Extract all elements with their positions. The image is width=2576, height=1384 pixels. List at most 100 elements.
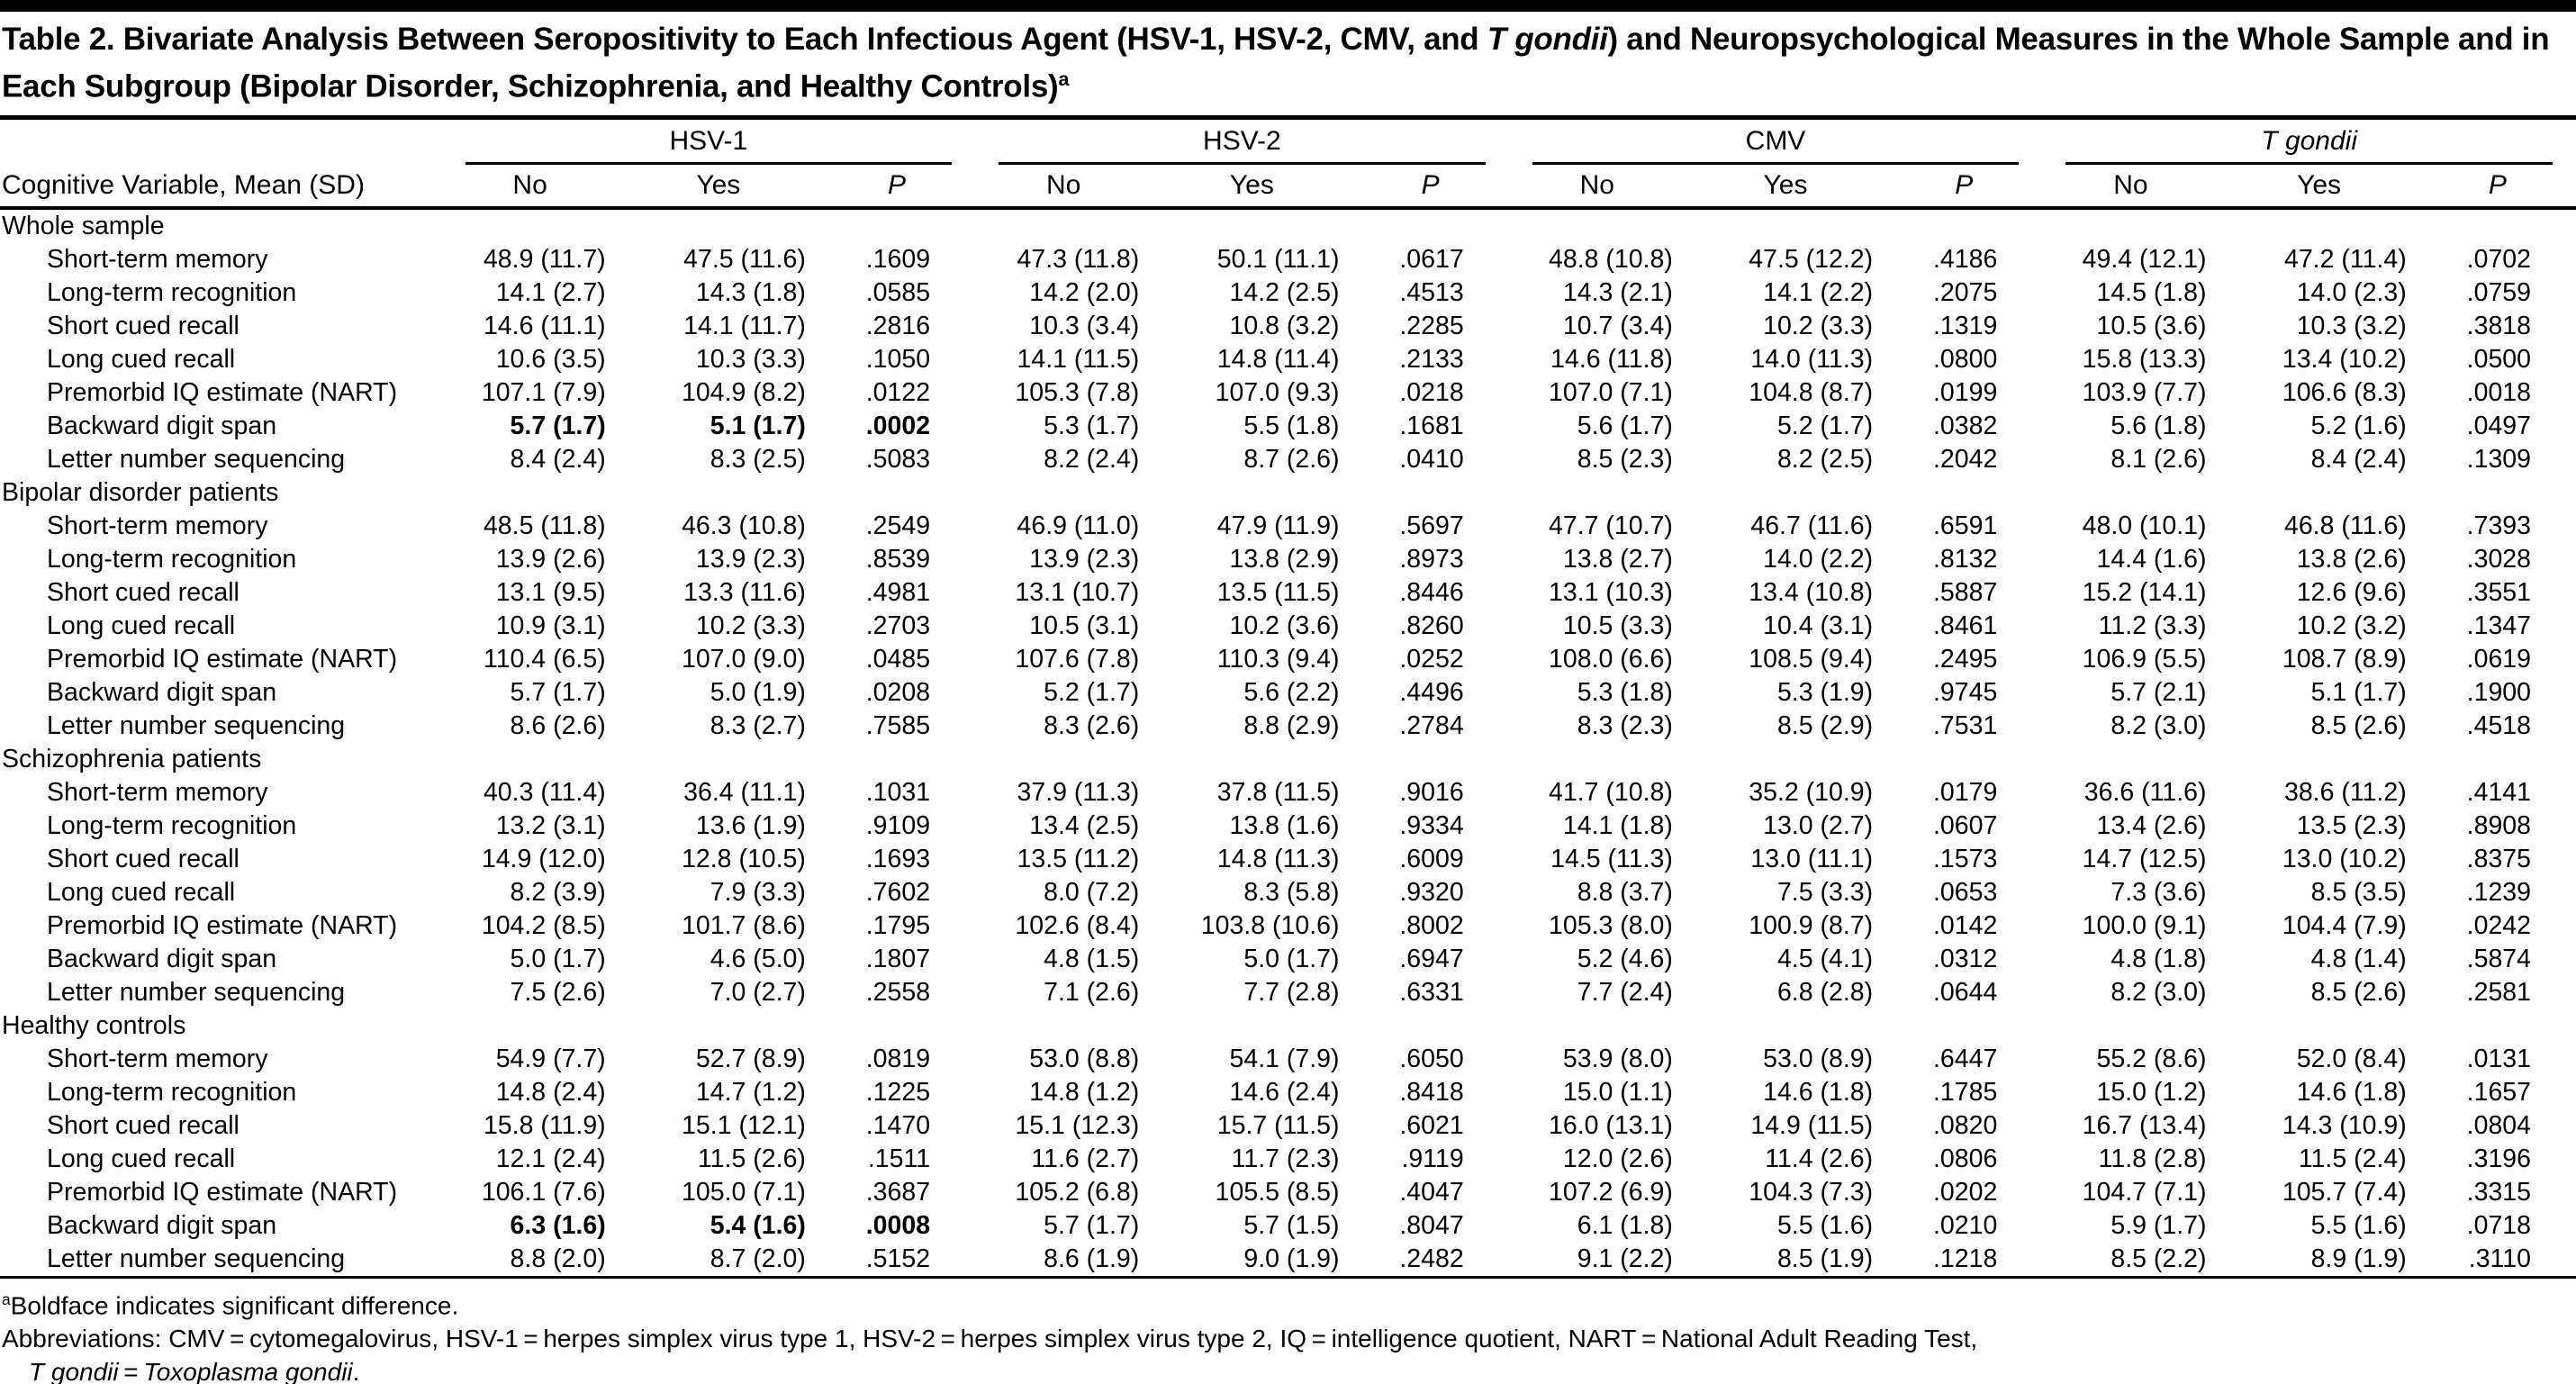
table-row: Long-term recognition 13.2 (3.1) 13.6 (1.9… <box>0 810 2576 843</box>
row-label: Premorbid IQ estimate (NART) <box>47 377 398 407</box>
p-value: .0252 <box>1399 644 1464 674</box>
mean-sd-value: 14.6 (11.8) <box>1550 344 1673 374</box>
row-label: Backward digit span <box>47 677 277 707</box>
p-value: .0002 <box>865 411 931 440</box>
mean-sd-value: 16.7 (13.4) <box>2082 1110 2207 1140</box>
p-value: .0644 <box>1932 977 1998 1007</box>
mean-sd-value: 5.3 (1.7) <box>1044 411 1140 440</box>
mean-sd-value: 11.7 (2.3) <box>1231 1144 1340 1173</box>
mean-sd-value: 14.1 (11.7) <box>683 311 806 340</box>
p-value: .7585 <box>865 710 931 740</box>
mean-sd-value: 13.5 (2.3) <box>2296 810 2407 840</box>
table-title: Table 2. Bivariate Analysis Between Sero… <box>0 12 2576 115</box>
table-row: Letter number sequencing 7.5 (2.6) 7.0 (2.… <box>0 976 2576 1009</box>
mean-sd-value: 104.7 (7.1) <box>2082 1177 2207 1207</box>
p-value: .5697 <box>1399 511 1464 540</box>
row-label: Long-term recognition <box>47 544 297 574</box>
mean-sd-value: 15.1 (12.3) <box>1015 1110 1140 1140</box>
column-header-no: No <box>1508 164 1686 210</box>
mean-sd-value: 13.8 (1.6) <box>1229 810 1340 840</box>
column-header-yes: Yes <box>618 164 818 210</box>
mean-sd-value: 105.2 (6.8) <box>1015 1177 1140 1207</box>
p-value: .0585 <box>865 277 931 307</box>
column-group-spacer <box>0 120 442 165</box>
mean-sd-value: 8.8 (2.9) <box>1243 710 1340 740</box>
mean-sd-value: 14.2 (2.5) <box>1229 277 1340 307</box>
p-value: .3110 <box>2468 1244 2531 1273</box>
mean-sd-value: 5.1 (1.7) <box>710 411 806 440</box>
row-label: Letter number sequencing <box>47 444 346 474</box>
mean-sd-value: 8.2 (3.9) <box>510 877 606 907</box>
mean-sd-value: 7.5 (3.3) <box>1776 877 1874 907</box>
mean-sd-value: 13.4 (2.5) <box>1029 810 1140 840</box>
p-value: .0242 <box>2466 910 2531 940</box>
table-row: Short cued recall 13.1 (9.5) 13.3 (11.6) .4… <box>0 576 2576 610</box>
p-value: .0410 <box>1399 444 1464 474</box>
p-value: .9320 <box>1399 877 1464 907</box>
mean-sd-value: 104.3 (7.3) <box>1749 1177 1874 1207</box>
p-value: .2558 <box>865 977 931 1007</box>
section-row: Whole sample <box>0 208 2576 243</box>
p-value: .4047 <box>1399 1177 1464 1207</box>
mean-sd-value: 14.0 (11.3) <box>1750 344 1874 374</box>
mean-sd-value: 14.1 (11.5) <box>1017 344 1140 374</box>
p-value: .1785 <box>1932 1077 1998 1107</box>
mean-sd-value: 10.7 (3.4) <box>1562 311 1673 340</box>
mean-sd-value: 13.8 (2.6) <box>2296 544 2407 574</box>
mean-sd-value: 107.1 (7.9) <box>481 377 606 407</box>
p-value: .6050 <box>1399 1044 1464 1073</box>
table-row: Long cued recall 10.9 (3.1) 10.2 (3.3) .270… <box>0 610 2576 643</box>
p-value: .0653 <box>1932 877 1998 907</box>
mean-sd-value: 110.4 (6.5) <box>483 644 606 674</box>
mean-sd-value: 10.3 (3.4) <box>1029 311 1140 340</box>
mean-sd-value: 14.1 (1.8) <box>1562 810 1673 840</box>
p-value: .1239 <box>2466 877 2531 907</box>
p-value: .2075 <box>1932 277 1998 307</box>
column-header-p: P <box>2418 164 2576 210</box>
mean-sd-value: 5.4 (1.6) <box>710 1210 806 1240</box>
p-value: .0500 <box>2466 344 2531 374</box>
p-value: .2703 <box>865 611 931 640</box>
mean-sd-value: 8.3 (2.5) <box>710 444 806 474</box>
table-row: Short-term memory 48.5 (11.8) 46.3 (10.8).… <box>0 510 2576 543</box>
p-value: .7393 <box>2466 511 2531 540</box>
mean-sd-value: 13.8 (2.9) <box>1229 544 1340 574</box>
p-value: .3196 <box>2466 1144 2531 1173</box>
p-value: .0806 <box>1932 1144 1998 1173</box>
mean-sd-value: 14.1 (2.2) <box>1763 277 1874 307</box>
p-value: .1900 <box>2466 677 2531 707</box>
row-label: Letter number sequencing <box>47 977 346 1007</box>
mean-sd-value: 10.8 (3.2) <box>1229 311 1340 340</box>
table-row: Premorbid IQ estimate (NART) 110.4 (6.5) 1… <box>0 643 2576 676</box>
mean-sd-value: 8.4 (2.4) <box>510 444 606 474</box>
p-value: .1050 <box>865 344 931 374</box>
mean-sd-value: 13.3 (11.6) <box>683 577 806 607</box>
mean-sd-value: 100.0 (9.1) <box>2082 910 2207 940</box>
mean-sd-value: 37.8 (11.5) <box>1216 777 1340 807</box>
mean-sd-value: 10.3 (3.2) <box>2296 311 2407 340</box>
mean-sd-value: 14.0 (2.3) <box>2296 277 2407 307</box>
p-value: .0718 <box>2466 1210 2531 1240</box>
row-label: Premorbid IQ estimate (NART) <box>47 1177 398 1207</box>
mean-sd-value: 11.6 (2.7) <box>1031 1144 1140 1173</box>
p-value: .1657 <box>2466 1077 2531 1107</box>
mean-sd-value: 15.2 (14.1) <box>2082 577 2207 607</box>
row-label: Long cued recall <box>47 1144 236 1173</box>
p-value: .0819 <box>865 1044 931 1073</box>
mean-sd-value: 5.9 (1.7) <box>2111 1210 2207 1240</box>
row-label: Short-term memory <box>47 244 268 274</box>
row-label: Premorbid IQ estimate (NART) <box>47 910 398 940</box>
p-value: .0018 <box>2466 377 2531 407</box>
table-row: Backward digit span 5.0 (1.7) 4.6 (5.0) .18… <box>0 943 2576 976</box>
mean-sd-value: 7.7 (2.4) <box>1577 977 1673 1007</box>
mean-sd-value: 4.5 (4.1) <box>1776 944 1874 973</box>
mean-sd-value: 47.5 (12.2) <box>1749 244 1874 274</box>
footnote-a: aBoldface indicates significant differen… <box>2 1289 459 1319</box>
p-value: .3028 <box>2466 544 2531 574</box>
mean-sd-value: 12.0 (2.6) <box>1562 1144 1673 1173</box>
mean-sd-value: 105.0 (7.1) <box>682 1177 806 1207</box>
p-value: .2285 <box>1399 311 1464 340</box>
p-value: .3551 <box>2466 577 2531 607</box>
mean-sd-value: 5.2 (1.7) <box>1044 677 1140 707</box>
mean-sd-value: 103.8 (10.6) <box>1200 910 1340 940</box>
